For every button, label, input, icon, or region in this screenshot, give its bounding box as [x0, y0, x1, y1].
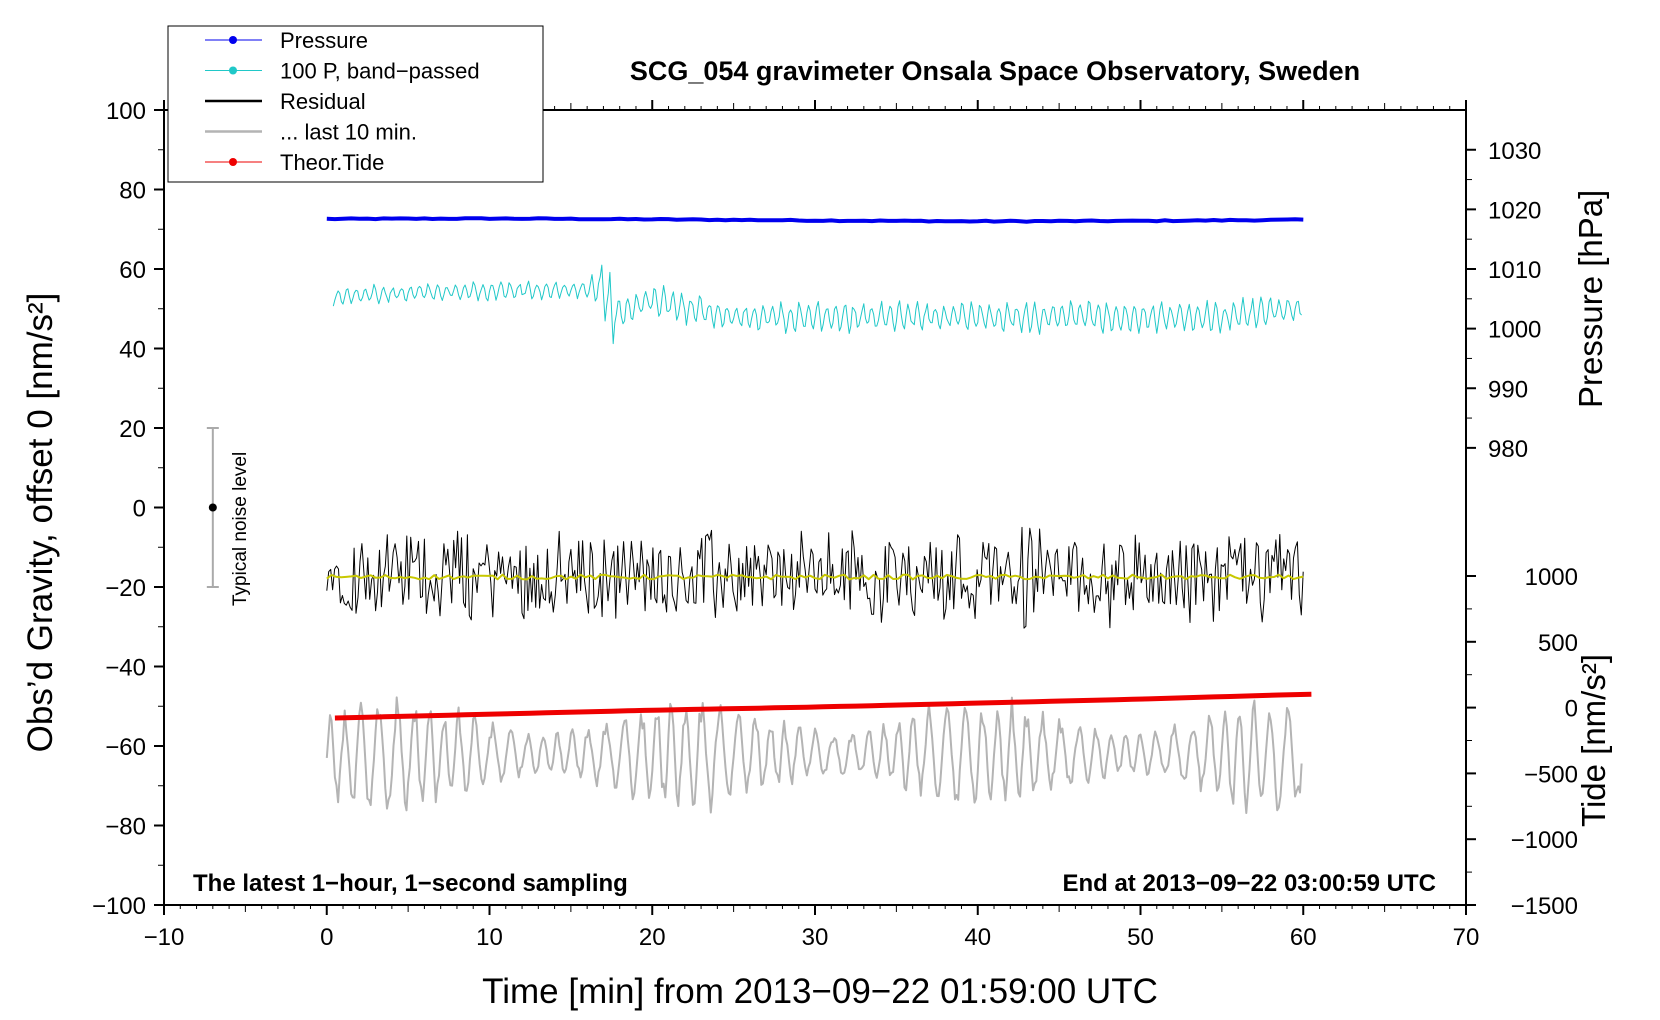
x-tick-label: 50: [1127, 924, 1154, 951]
annotation-latest: The latest 1−hour, 1−second sampling: [193, 870, 628, 897]
axes: −10 0 10 20 30 40 50 60 70−100−80−60−40−20020406…: [21, 98, 1612, 951]
series-pressure-line: [326, 216, 1304, 224]
y-tick-label: 100: [106, 98, 146, 125]
x-tick-label: 10: [476, 924, 503, 951]
y-tick-label: −100: [92, 893, 146, 920]
y-tick-label: −60: [105, 734, 146, 761]
legend-label: ... last 10 min.: [280, 120, 417, 145]
plot-frame: [163, 109, 1467, 906]
legend-marker: [229, 158, 237, 166]
x-tick-label: 30: [802, 924, 829, 951]
y-tick-label: 80: [119, 178, 146, 205]
x-tick-label: 0: [320, 924, 333, 951]
pressure-tick-label: 980: [1488, 436, 1528, 463]
legend-box: [167, 25, 544, 183]
x-tick-label: −10: [144, 924, 185, 951]
series-last10min-line: [325, 696, 1303, 814]
chart-title: SCG_054 gravimeter Onsala Space Observat…: [630, 56, 1360, 86]
noise-bar-center: [208, 503, 217, 512]
pressure-tick-label: 1010: [1488, 257, 1541, 284]
pressure-tick-label: 1030: [1488, 138, 1541, 165]
x-tick-label: 70: [1453, 924, 1480, 951]
y-tick-label: 60: [119, 257, 146, 284]
legend-marker: [229, 66, 237, 75]
legend-label: Pressure: [280, 28, 368, 53]
y-tick-label: −40: [105, 655, 146, 682]
tide-tick-label: 500: [1538, 630, 1578, 657]
y-axis-label: Obs’d Gravity, offset 0 [nm/s²]: [21, 293, 60, 753]
tide-tick-label: 0: [1565, 696, 1578, 723]
tide-tick-label: 1000: [1525, 564, 1578, 591]
noise-level-label: Typical noise level: [230, 452, 251, 606]
plot-area: [206, 216, 1312, 814]
pressure-tick-label: 1020: [1488, 197, 1541, 224]
legend-label: Residual: [280, 89, 366, 114]
tide-tick-label: −1000: [1511, 827, 1578, 854]
series-residual-mean-line: [326, 573, 1304, 581]
y-tick-label: 0: [133, 496, 146, 523]
y-tick-label: −80: [105, 814, 146, 841]
annotation-end: End at 2013−09−22 03:00:59 UTC: [1062, 870, 1436, 897]
legend: Pressure 100 P, band−passed Residual ... la…: [167, 25, 544, 183]
x-tick-label: 60: [1290, 924, 1317, 951]
series-tide-line: [334, 691, 1312, 721]
legend-label: Theor.Tide: [280, 150, 384, 175]
tide-tick-label: −500: [1524, 761, 1578, 788]
series-residual-line: [326, 526, 1304, 629]
legend-label: 100 P, band−passed: [280, 59, 480, 84]
x-tick-label: 40: [964, 924, 991, 951]
y-tick-label: 40: [119, 337, 146, 364]
pressure-tick-label: 990: [1488, 376, 1528, 403]
y-tick-label: 20: [119, 416, 146, 443]
y-tick-label: −20: [105, 575, 146, 602]
tide-tick-label: −1500: [1511, 893, 1578, 920]
pressure-tick-label: 1000: [1488, 317, 1541, 344]
tide-axis-label: Tide [nm/s²]: [1575, 654, 1612, 827]
x-axis-label: Time [min] from 2013−09−22 01:59:00 UTC: [482, 972, 1158, 1011]
x-tick-label: 20: [639, 924, 666, 951]
legend-marker: [229, 36, 237, 44]
series-bandpassed-line: [332, 264, 1302, 345]
pressure-axis-label: Pressure [hPa]: [1572, 190, 1609, 408]
